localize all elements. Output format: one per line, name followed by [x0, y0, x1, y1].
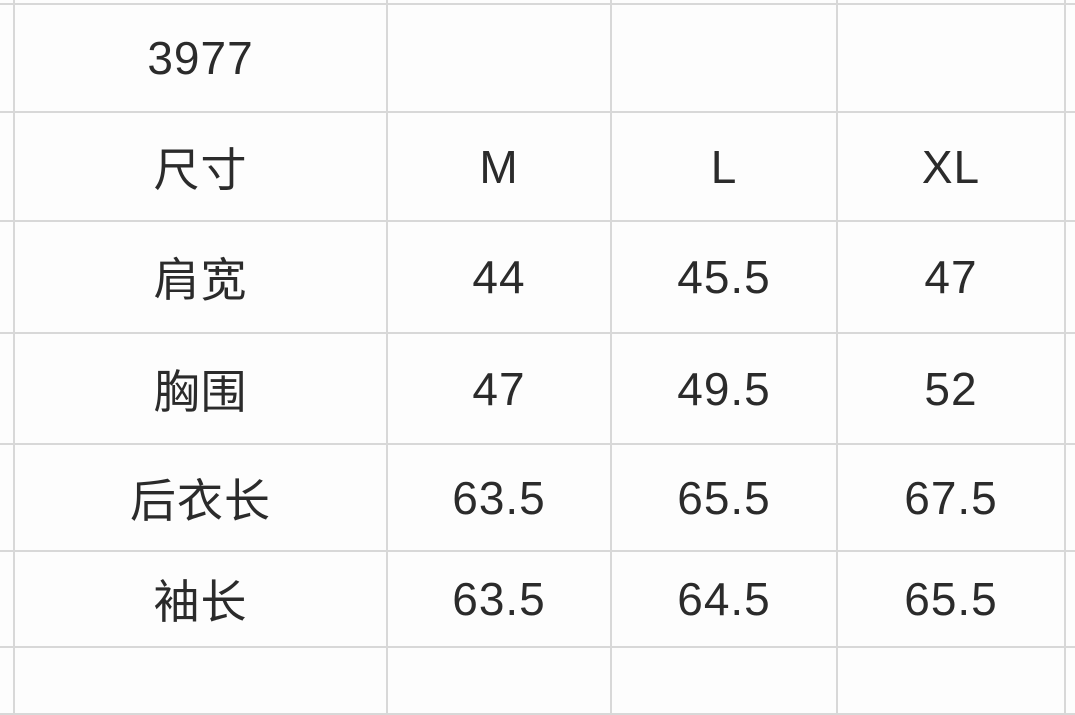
cell-clipped [612, 0, 838, 5]
cell-clipped [0, 222, 15, 334]
cell-product-code: 3977 [15, 5, 388, 113]
cell-clipped [1066, 334, 1075, 445]
cell-chest-xl: 52 [838, 334, 1066, 445]
cell-shoulder-l: 45.5 [612, 222, 838, 334]
cell-clipped [388, 0, 612, 5]
cell-product-code-xl [838, 5, 1066, 113]
cell-size-m: M [388, 113, 612, 222]
cell-chest-label: 胸围 [15, 334, 388, 445]
cell-clipped [15, 648, 388, 715]
cell-size-l: L [612, 113, 838, 222]
cell-clipped [1066, 5, 1075, 113]
cell-clipped [0, 0, 15, 5]
cell-clipped [0, 648, 15, 715]
cell-back-length-label: 后衣长 [15, 445, 388, 552]
cell-clipped [1066, 222, 1075, 334]
cell-clipped [1066, 0, 1075, 5]
cell-clipped [612, 648, 838, 715]
cell-sleeve-length-xl: 65.5 [838, 552, 1066, 648]
cell-chest-m: 47 [388, 334, 612, 445]
cell-size-xl: XL [838, 113, 1066, 222]
cell-size-label: 尺寸 [15, 113, 388, 222]
cell-clipped [1066, 113, 1075, 222]
cell-clipped [0, 445, 15, 552]
cell-shoulder-xl: 47 [838, 222, 1066, 334]
cell-clipped [15, 0, 388, 5]
cell-back-length-m: 63.5 [388, 445, 612, 552]
cell-clipped [0, 334, 15, 445]
cell-shoulder-label: 肩宽 [15, 222, 388, 334]
cell-back-length-l: 65.5 [612, 445, 838, 552]
cell-sleeve-length-m: 63.5 [388, 552, 612, 648]
cell-clipped [0, 5, 15, 113]
cell-clipped [0, 113, 15, 222]
cell-clipped [838, 648, 1066, 715]
cell-clipped [1066, 552, 1075, 648]
cell-clipped [838, 0, 1066, 5]
cell-sleeve-length-label: 袖长 [15, 552, 388, 648]
cell-sleeve-length-l: 64.5 [612, 552, 838, 648]
cell-clipped [1066, 445, 1075, 552]
cell-clipped [388, 648, 612, 715]
cell-back-length-xl: 67.5 [838, 445, 1066, 552]
cell-clipped [0, 552, 15, 648]
cell-chest-l: 49.5 [612, 334, 838, 445]
cell-product-code-l [612, 5, 838, 113]
cell-shoulder-m: 44 [388, 222, 612, 334]
cell-clipped [1066, 648, 1075, 715]
cell-product-code-m [388, 5, 612, 113]
